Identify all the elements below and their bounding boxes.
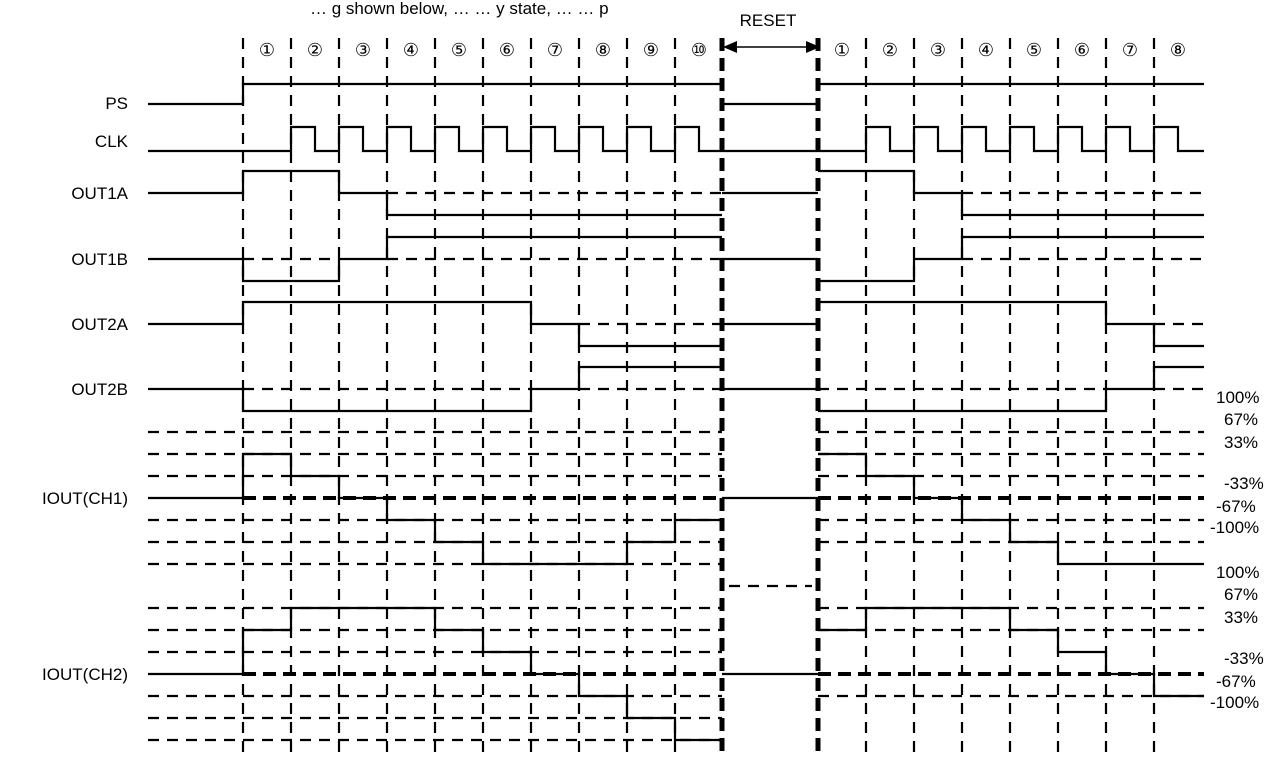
step-label: ④ bbox=[978, 40, 994, 60]
signal-label-ps: PS bbox=[105, 94, 128, 113]
step-label: ③ bbox=[355, 40, 371, 60]
clk-waveform bbox=[148, 125, 1204, 153]
out2b-waveform bbox=[148, 365, 1204, 413]
signal-label-out2b: OUT2B bbox=[71, 380, 128, 399]
top-caption: … g shown below, … … y state, … … p bbox=[310, 0, 609, 18]
signal-label-out1b: OUT1B bbox=[71, 250, 128, 269]
step-label: ⑦ bbox=[1122, 40, 1138, 60]
pct-label: -67% bbox=[1216, 497, 1256, 516]
step-label: ⑧ bbox=[595, 40, 611, 60]
step-label: ⑩ bbox=[691, 40, 707, 60]
pct-label: 33% bbox=[1224, 433, 1258, 452]
signal-label-iout-ch1: IOUT(CH1) bbox=[42, 489, 128, 508]
step-label: ⑦ bbox=[547, 40, 563, 60]
step-label: ① bbox=[259, 40, 275, 60]
step-label: ③ bbox=[930, 40, 946, 60]
step-label: ② bbox=[307, 40, 323, 60]
step-label: ① bbox=[834, 40, 850, 60]
out1b-waveform bbox=[148, 235, 1204, 283]
signal-label-out2a: OUT2A bbox=[71, 315, 128, 334]
percent-labels: 100% 67% 33% -33% -67% -100% 100% 67% 33… bbox=[1210, 388, 1264, 712]
signal-label-out1a: OUT1A bbox=[71, 184, 128, 203]
step-label: ⑤ bbox=[451, 40, 467, 60]
signal-label-iout-ch2: IOUT(CH2) bbox=[42, 665, 128, 684]
step-labels: ① ② ③ ④ ⑤ ⑥ ⑦ ⑧ ⑨ ⑩ ① ② ③ ④ ⑤ ⑥ ⑦ ⑧ bbox=[259, 40, 1186, 60]
reset-label: RESET bbox=[740, 11, 797, 30]
step-label: ⑤ bbox=[1026, 40, 1042, 60]
pct-label: 67% bbox=[1224, 585, 1258, 604]
pct-label: -100% bbox=[1210, 518, 1259, 537]
step-label: ② bbox=[882, 40, 898, 60]
iout-ch2-waveform bbox=[148, 606, 1204, 742]
pct-label: -67% bbox=[1216, 672, 1256, 691]
pct-label: 100% bbox=[1216, 388, 1259, 407]
signal-label-clk: CLK bbox=[95, 132, 129, 151]
out2a-waveform bbox=[148, 300, 1204, 348]
signal-labels: PS CLK OUT1A OUT1B OUT2A OUT2B IOUT(CH1)… bbox=[42, 94, 129, 684]
out1a-waveform bbox=[148, 169, 1204, 217]
pct-label: 67% bbox=[1224, 410, 1258, 429]
ps-waveform bbox=[148, 82, 1204, 106]
step-label: ④ bbox=[403, 40, 419, 60]
step-label: ⑥ bbox=[1074, 40, 1090, 60]
step-label: ⑨ bbox=[643, 40, 659, 60]
step-label: ⑥ bbox=[499, 40, 515, 60]
pct-label: -33% bbox=[1224, 474, 1264, 493]
pct-label: -33% bbox=[1224, 649, 1264, 668]
reset-arrow bbox=[723, 41, 820, 53]
pct-label: 33% bbox=[1224, 608, 1258, 627]
step-label: ⑧ bbox=[1170, 40, 1186, 60]
iout-ch1-waveform bbox=[148, 452, 1204, 566]
pct-label: 100% bbox=[1216, 563, 1259, 582]
pct-label: -100% bbox=[1210, 693, 1259, 712]
